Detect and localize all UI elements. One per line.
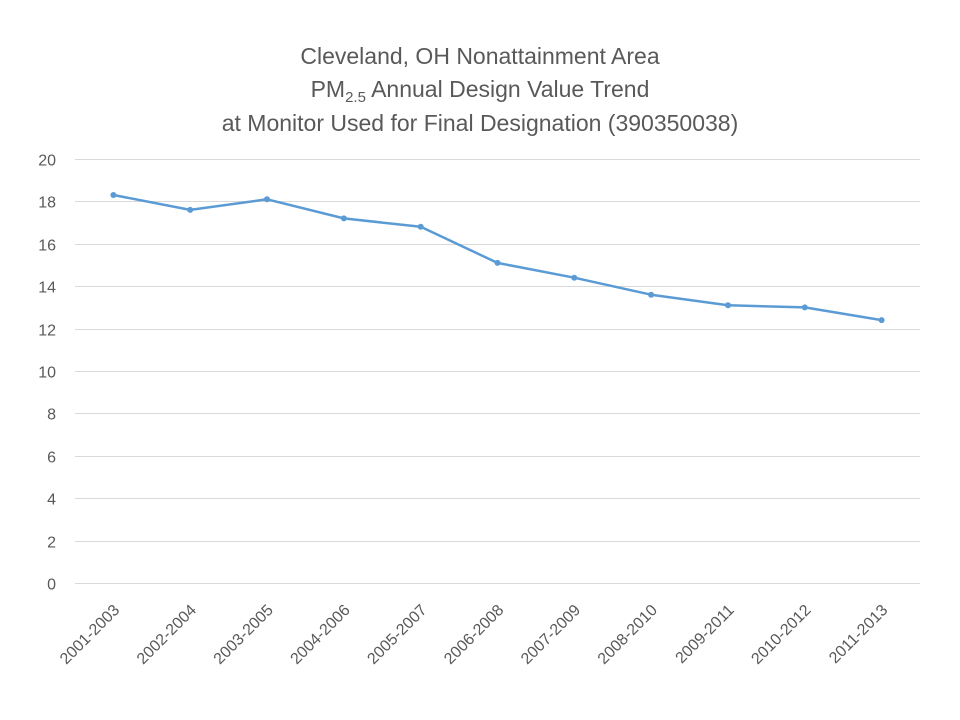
y-tick-label: 2 xyxy=(47,535,56,552)
x-axis-tick-labels: 2001-2003 2002-2004 2003-2005 2004-2006 2005… xyxy=(57,602,891,668)
x-tick-label: 2008-2010 xyxy=(595,602,661,668)
x-tick-label: 2001-2003 xyxy=(57,602,123,668)
data-point xyxy=(187,206,194,213)
x-tick-label: 2002-2004 xyxy=(134,602,200,668)
data-point xyxy=(340,215,347,222)
x-tick-label: 2011-2013 xyxy=(826,602,891,667)
x-tick-label: 2007-2009 xyxy=(518,602,584,668)
data-point xyxy=(417,223,424,230)
chart-title-line-3: at Monitor Used for Final Designation (3… xyxy=(221,110,739,136)
data-point xyxy=(571,274,578,281)
chart-title-line-2: PM2.5 Annual Design Value Trend xyxy=(0,76,960,106)
y-tick-label: 8 xyxy=(47,407,56,424)
data-point xyxy=(110,192,117,198)
chart-title-line-1: Cleveland, OH Nonattainment Area xyxy=(300,43,660,69)
series-line xyxy=(112,193,883,322)
data-series xyxy=(110,192,885,324)
x-tick-label: 2009-2011 xyxy=(672,602,737,667)
title-trend-text: Annual Design Value Trend xyxy=(365,76,650,102)
title-pm-text: PM xyxy=(310,76,346,102)
gridlines xyxy=(75,159,920,584)
y-tick-label: 0 xyxy=(47,577,56,594)
data-point xyxy=(801,304,808,311)
y-tick-label: 10 xyxy=(38,365,56,382)
y-tick-label: 16 xyxy=(38,238,56,255)
y-tick-label: 4 xyxy=(47,492,56,509)
y-tick-label: 20 xyxy=(38,153,56,170)
y-tick-label: 6 xyxy=(47,450,56,467)
x-tick-label: 2003-2005 xyxy=(211,602,277,668)
y-axis-tick-labels: 0 2 4 6 8 10 12 14 16 18 20 xyxy=(38,153,56,594)
title-pm-subscript: 2.5 xyxy=(345,89,366,106)
x-tick-label: 2005-2007 xyxy=(364,602,430,668)
x-tick-label: 2004-2006 xyxy=(288,602,354,668)
y-tick-label: 14 xyxy=(38,280,56,297)
data-point xyxy=(725,302,731,309)
x-tick-label: 2010-2012 xyxy=(748,602,814,668)
data-point xyxy=(648,291,655,298)
y-tick-label: 18 xyxy=(38,195,56,212)
y-tick-label: 12 xyxy=(38,323,56,340)
data-point xyxy=(878,317,885,324)
data-point xyxy=(494,259,501,266)
x-tick-label: 2006-2008 xyxy=(441,602,507,668)
data-point xyxy=(264,196,270,203)
